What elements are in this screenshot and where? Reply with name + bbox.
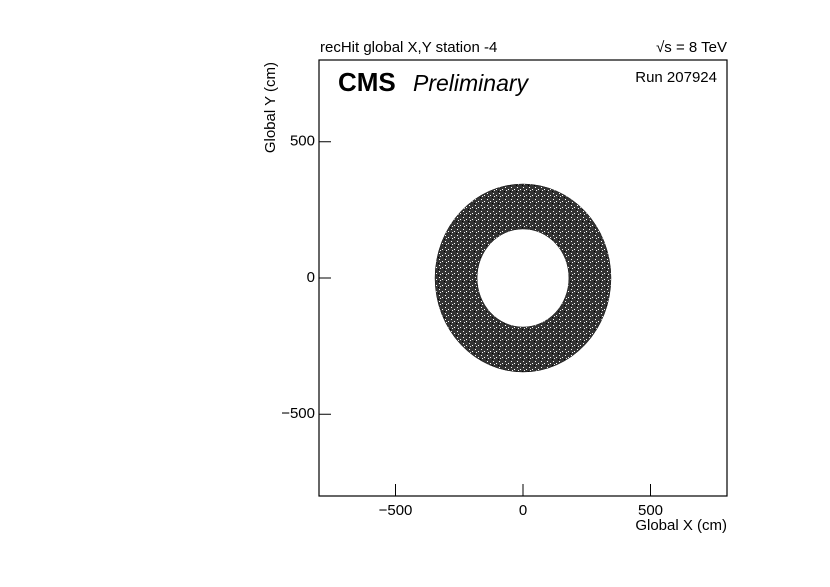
hit-ring [434, 183, 612, 373]
x-axis-label: Global X (cm) [635, 517, 727, 534]
energy-label: √s = 8 TeV [656, 39, 727, 56]
run-label: Run 207924 [635, 69, 717, 86]
plot-frame [318, 59, 728, 497]
y-tick-label: 0 [307, 269, 315, 286]
x-tick-label: 0 [519, 502, 527, 519]
chart-title: recHit global X,Y station -4 [320, 39, 497, 56]
experiment-label: CMS [338, 67, 396, 97]
y-tick-label: 500 [290, 133, 315, 150]
y-axis-label: Global Y (cm) [262, 62, 279, 153]
y-tick-label: −500 [281, 405, 315, 422]
x-tick-label: −500 [379, 502, 413, 519]
x-tick-label: 500 [638, 502, 663, 519]
status-label: Preliminary [413, 70, 530, 96]
